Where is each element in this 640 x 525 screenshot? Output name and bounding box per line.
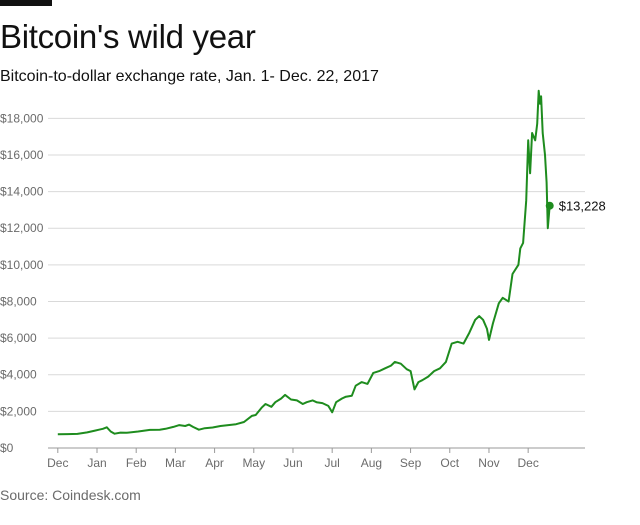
grid-lines [48, 117, 585, 412]
x-tick-label: Mar [165, 456, 186, 470]
chart-subtitle: Bitcoin-to-dollar exchange rate, Jan. 1-… [0, 68, 379, 85]
x-tick-label: Oct [440, 456, 459, 470]
x-tick-label: Feb [126, 456, 147, 470]
y-tick-label: $4,000 [0, 368, 37, 382]
x-tick-label: Dec [47, 456, 68, 470]
y-axis-ticks: $0 $2,000 $4,000 $6,000 $8,000 $10,000 $12,000… [0, 111, 44, 455]
x-tick-label: Jan [87, 456, 106, 470]
y-tick-label: $14,000 [0, 185, 44, 199]
x-tick-label: Apr [205, 456, 224, 470]
x-tick-label: Dec [517, 456, 538, 470]
y-tick-label: $10,000 [0, 258, 44, 272]
x-tick-label: Jun [283, 456, 302, 470]
last-value-label: $13,228 [559, 199, 606, 214]
y-tick-label: $16,000 [0, 148, 44, 162]
x-tick-label: May [242, 456, 265, 470]
x-tick-label: Sep [400, 456, 422, 470]
x-tick-label: Nov [478, 456, 499, 470]
y-tick-label: $18,000 [0, 111, 44, 125]
y-tick-label: $12,000 [0, 221, 44, 235]
x-tick-label: Aug [361, 456, 382, 470]
y-tick-label: $6,000 [0, 331, 37, 345]
y-tick-label: $2,000 [0, 404, 37, 418]
source-note: Source: Coindesk.com [0, 487, 141, 503]
x-axis-ticks: Dec Jan Feb Mar Apr May Jun Jul Aug Sep Oct Nov Dec [47, 448, 539, 470]
title-accent-bar [0, 0, 52, 6]
y-tick-label: $0 [0, 441, 14, 455]
x-tick-label: Jul [325, 456, 340, 470]
series-line [57, 89, 551, 436]
last-point-marker [545, 201, 554, 210]
y-tick-label: $8,000 [0, 294, 37, 308]
chart-title: Bitcoin's wild year [0, 18, 256, 55]
